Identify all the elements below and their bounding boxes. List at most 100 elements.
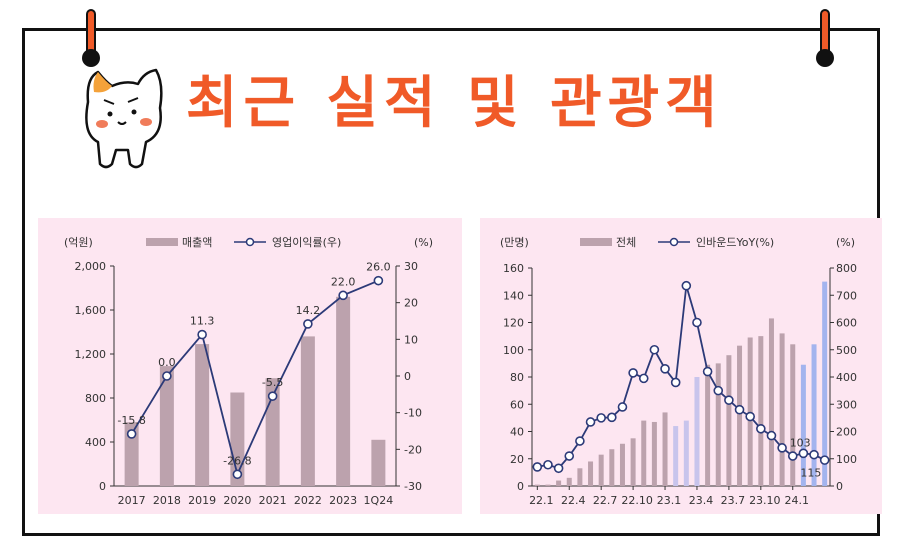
bar [545, 484, 551, 486]
series-line [130, 279, 379, 477]
right-tick-label: 800 [836, 262, 857, 275]
right-unit-label: (%) [836, 236, 855, 249]
line-point [819, 455, 830, 465]
x-tick-label: 23.4 [689, 494, 714, 507]
line-point [564, 451, 575, 461]
x-tick-label: 22.10 [621, 494, 653, 507]
left-tick-label: 80 [510, 371, 524, 384]
x-tick-label: 2020 [223, 494, 251, 507]
legend-bar-label: 매출액 [182, 236, 212, 249]
line-point [373, 275, 384, 286]
legend-line-label: 인바운드YoY(%) [696, 236, 774, 249]
x-tick-label: 23.10 [749, 494, 781, 507]
x-tick-label: 1Q24 [364, 494, 394, 507]
right-tick-label: 100 [836, 453, 857, 466]
x-tick-label: 22.1 [529, 494, 554, 507]
bar [588, 461, 594, 486]
revenue-chart: (억원) (%) 매출액 영업이익률(우) 0 400 800 1,200 1,600 2,000… [64, 236, 433, 507]
revenue-chart-panel: (억원) (%) 매출액 영업이익률(우) 0 400 800 1,200 1,600 2,000… [38, 218, 462, 514]
bar [715, 363, 721, 486]
bar [609, 449, 615, 486]
x-tick-label: 2023 [329, 494, 357, 507]
x-tick-label: 2021 [259, 494, 287, 507]
x-tick-label: 2022 [294, 494, 322, 507]
line-point [745, 411, 755, 422]
data-label: -5.5 [262, 376, 283, 389]
bar [371, 439, 386, 486]
right-tick-label: 400 [836, 371, 857, 384]
bar [534, 484, 540, 486]
line-point [126, 429, 137, 439]
right-pin-icon [816, 9, 834, 67]
left-tick-label: 800 [85, 392, 106, 405]
left-pin-icon [82, 9, 100, 67]
x-tick-label: 2018 [153, 494, 181, 507]
legend-line-label: 영업이익률(우) [272, 236, 341, 249]
right-tick-label: -30 [404, 480, 422, 493]
data-label: 22.0 [331, 275, 356, 288]
series-line [537, 285, 826, 470]
bar [619, 443, 625, 486]
data-label: 26.0 [366, 261, 391, 274]
x-tick-label: 23.1 [657, 494, 682, 507]
line-point [649, 344, 660, 355]
line-point [766, 430, 777, 441]
line-point [232, 469, 243, 480]
line-point [553, 463, 564, 474]
line-point [607, 412, 617, 423]
line-point [724, 395, 734, 405]
legend-bar-swatch [580, 238, 612, 246]
right-tick-label: 10 [404, 333, 418, 346]
right-tick-label: -20 [404, 443, 422, 456]
bar [726, 355, 732, 486]
cat-mascot-icon [85, 68, 163, 169]
left-tick-label: 100 [503, 344, 524, 357]
line-point [543, 459, 553, 470]
left-tick-label: 120 [503, 317, 524, 330]
line-point [617, 402, 628, 412]
bar [768, 318, 774, 486]
x-tick-label: 22.7 [593, 494, 618, 507]
left-tick-label: 0 [99, 480, 106, 493]
legend-bar-swatch [146, 238, 178, 246]
data-label: -15.8 [117, 414, 145, 427]
left-tick-label: 20 [510, 453, 524, 466]
right-tick-label: 500 [836, 344, 857, 357]
bar [662, 412, 668, 486]
line-point [638, 373, 649, 384]
line-point [670, 377, 681, 388]
right-unit-label: (%) [414, 236, 433, 249]
left-tick-label: 1,200 [75, 348, 107, 361]
left-tick-label: 0 [517, 480, 524, 493]
line-point [756, 423, 766, 434]
left-unit-label: (만명) [500, 236, 529, 249]
line-point [692, 317, 702, 328]
x-tick-label: 23.7 [721, 494, 746, 507]
right-tick-label: 600 [836, 317, 857, 330]
bar [737, 345, 743, 486]
line-point [162, 371, 172, 381]
bar [556, 480, 562, 486]
right-tick-label: 700 [836, 289, 857, 302]
line-point [596, 413, 606, 423]
bar [822, 281, 828, 486]
x-tick-label: 22.4 [561, 494, 586, 507]
line-point [777, 443, 787, 453]
bar [811, 344, 817, 486]
bar [300, 336, 315, 486]
line-point [713, 385, 724, 396]
bar [630, 438, 636, 486]
line-point [338, 290, 348, 301]
tourist-chart: (만명) (%) 전체 인바운드YoY(%) 0 20 40 60 80 100 120 140 160… [500, 236, 857, 507]
line-point [267, 391, 278, 401]
bar [651, 421, 657, 486]
bar [779, 333, 785, 486]
bar [577, 468, 583, 486]
line-point [734, 404, 745, 415]
left-unit-label: (억원) [64, 236, 93, 249]
line-point [575, 436, 585, 446]
legend-bar-label: 전체 [616, 236, 636, 249]
left-tick-label: 400 [85, 436, 106, 449]
page-title: 최근 실적 및 관광객 [186, 71, 723, 136]
bar [566, 477, 572, 486]
